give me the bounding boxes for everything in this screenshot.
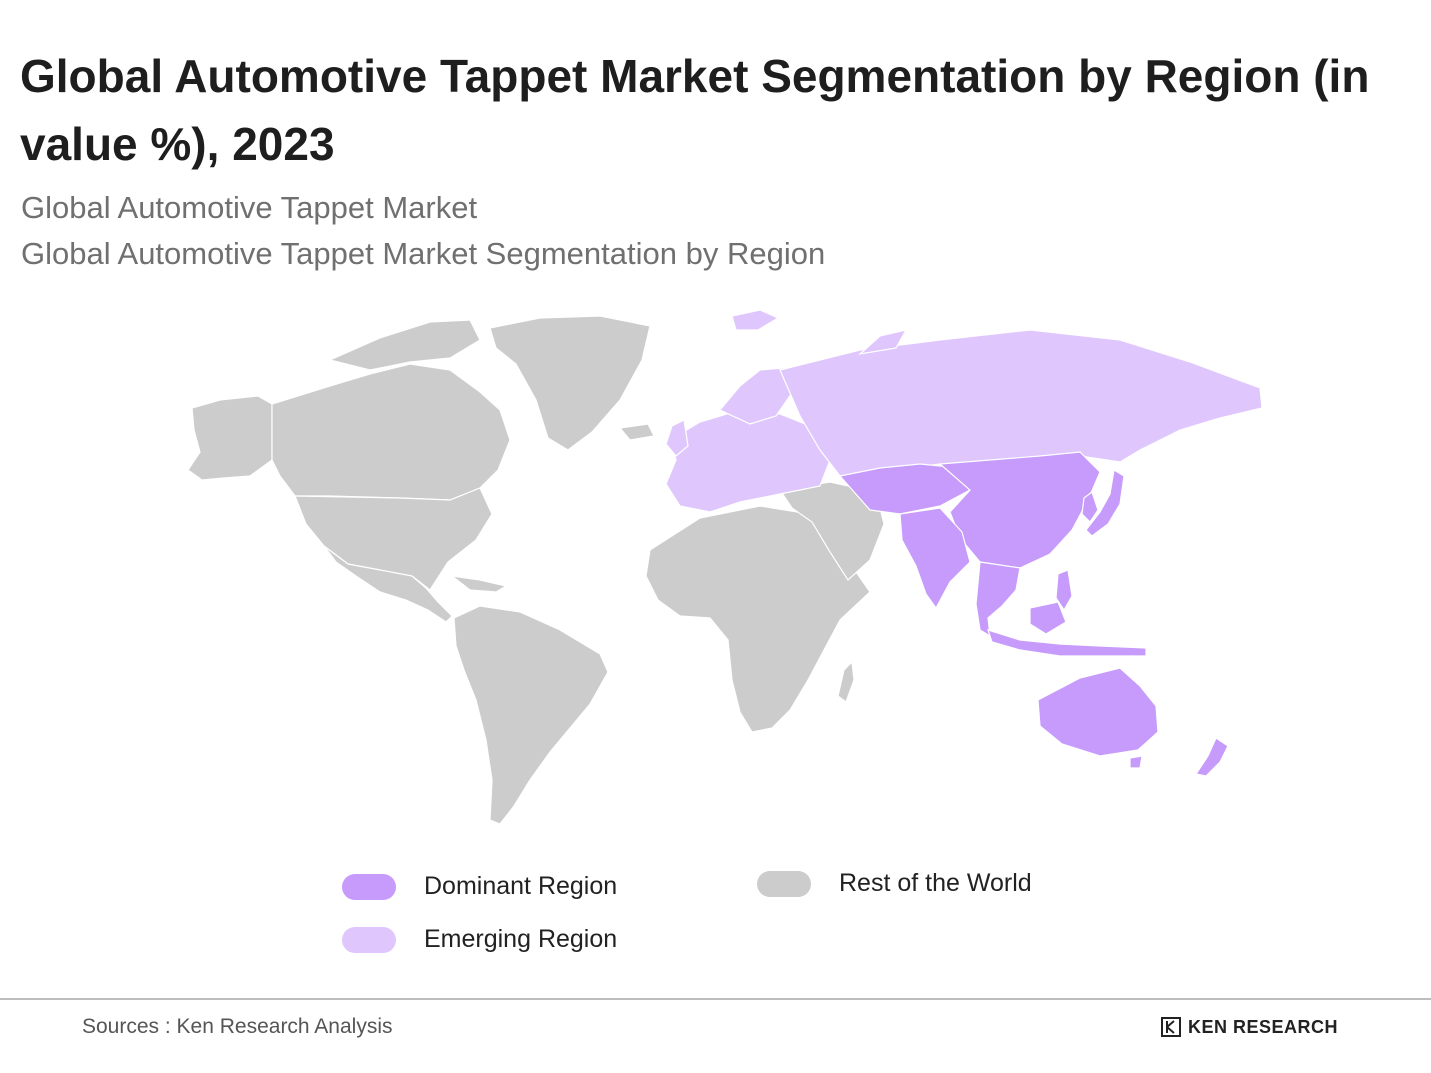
world-map xyxy=(187,309,1263,825)
alaska-shape xyxy=(187,395,273,481)
dominant-regions xyxy=(838,451,1229,777)
iceland-shape xyxy=(618,423,655,441)
legend-label-dominant: Dominant Region xyxy=(424,872,618,900)
madagascar-shape xyxy=(837,660,855,703)
uk-ireland-shape xyxy=(665,419,689,457)
caribbean-shape xyxy=(449,575,508,593)
australia-shape xyxy=(1037,667,1159,757)
mexico-central-america-shape xyxy=(323,545,453,623)
canada-shape xyxy=(271,363,511,501)
philippines-shape xyxy=(1055,569,1073,612)
brand-logo: KEN RESEARCH xyxy=(1160,1016,1338,1038)
brand-name: KEN RESEARCH xyxy=(1188,1016,1339,1037)
legend-item-dominant: Dominant Region xyxy=(342,872,617,901)
svalbard-shape xyxy=(731,309,780,331)
legend-label-rest: Rest of the World xyxy=(839,869,1032,897)
emerging-regions xyxy=(665,309,1263,513)
page-title: Global Automotive Tappet Market Segmenta… xyxy=(20,50,1370,170)
new-zealand-shape xyxy=(1195,737,1229,777)
legend-item-rest: Rest of the World xyxy=(757,869,1032,898)
footer-divider xyxy=(0,998,1431,1000)
legend-item-emerging: Emerging Region xyxy=(342,925,617,954)
tasmania-shape xyxy=(1129,755,1143,769)
rest-of-world-regions xyxy=(187,315,885,825)
japan-shape xyxy=(1085,469,1125,537)
legend-swatch-dominant xyxy=(342,873,396,900)
legend-swatch-emerging xyxy=(342,926,396,953)
subtitle-segmentation: Global Automotive Tappet Market Segmenta… xyxy=(21,236,826,271)
source-note: Sources : Ken Research Analysis xyxy=(82,1015,393,1038)
china-mongolia-shape xyxy=(938,451,1101,569)
ken-research-logo-icon xyxy=(1161,1017,1181,1037)
india-shape xyxy=(899,507,971,610)
borneo-shape xyxy=(1029,601,1067,635)
greenland-shape xyxy=(489,315,651,451)
south-america-shape xyxy=(453,605,609,825)
legend-label-emerging: Emerging Region xyxy=(424,925,618,953)
legend-swatch-rest xyxy=(757,870,811,897)
southeast-asia-shape xyxy=(975,561,1021,638)
novaya-zemlya-shape xyxy=(858,329,908,355)
subtitle-market: Global Automotive Tappet Market xyxy=(21,190,478,225)
arctic-islands-shape xyxy=(328,319,481,371)
indonesia-shape xyxy=(987,629,1147,657)
korea-shape xyxy=(1081,491,1099,523)
russia-shape xyxy=(779,329,1263,477)
